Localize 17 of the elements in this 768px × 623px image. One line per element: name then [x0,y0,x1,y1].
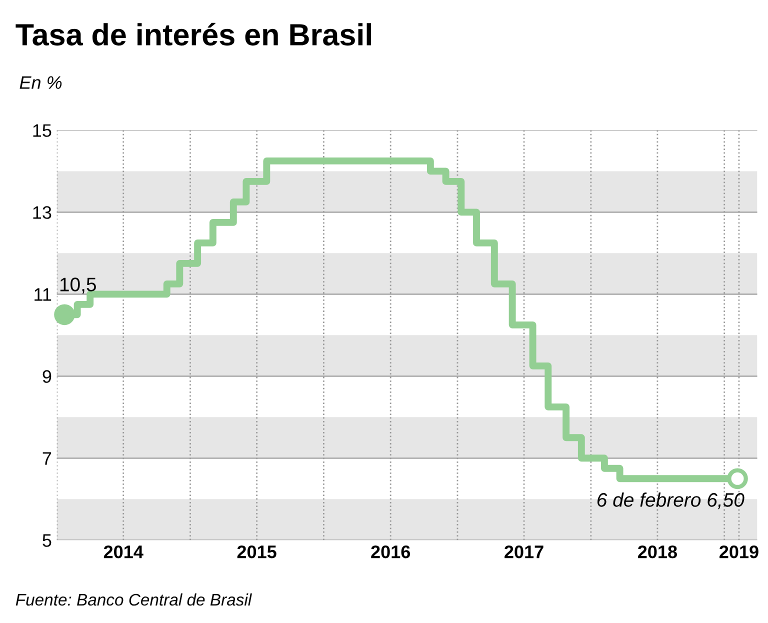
chart-title: Tasa de interés en Brasil [16,22,371,46]
x-tick-label: 2016 [371,545,410,558]
x-tick-label: 2015 [237,545,276,558]
y-tick-label: 5 [42,534,52,547]
x-tick-label: 2019 [720,545,758,558]
y-tick-label: 11 [34,288,52,301]
y-tick-label: 13 [33,206,52,219]
annotation: 10,5 [60,278,96,294]
chart-subtitle: En % [20,76,62,89]
y-tick-label: 9 [42,370,52,383]
y-tick-label: 7 [42,452,52,465]
x-tick-label: 2018 [638,545,677,558]
x-tick-label: 2017 [504,545,544,558]
y-tick-label: 15 [33,124,52,137]
x-tick-label: 2014 [104,545,144,558]
source-note: Fuente: Banco Central de Brasil [16,593,252,606]
annotation: 6 de febrero 6,50 [597,492,744,510]
